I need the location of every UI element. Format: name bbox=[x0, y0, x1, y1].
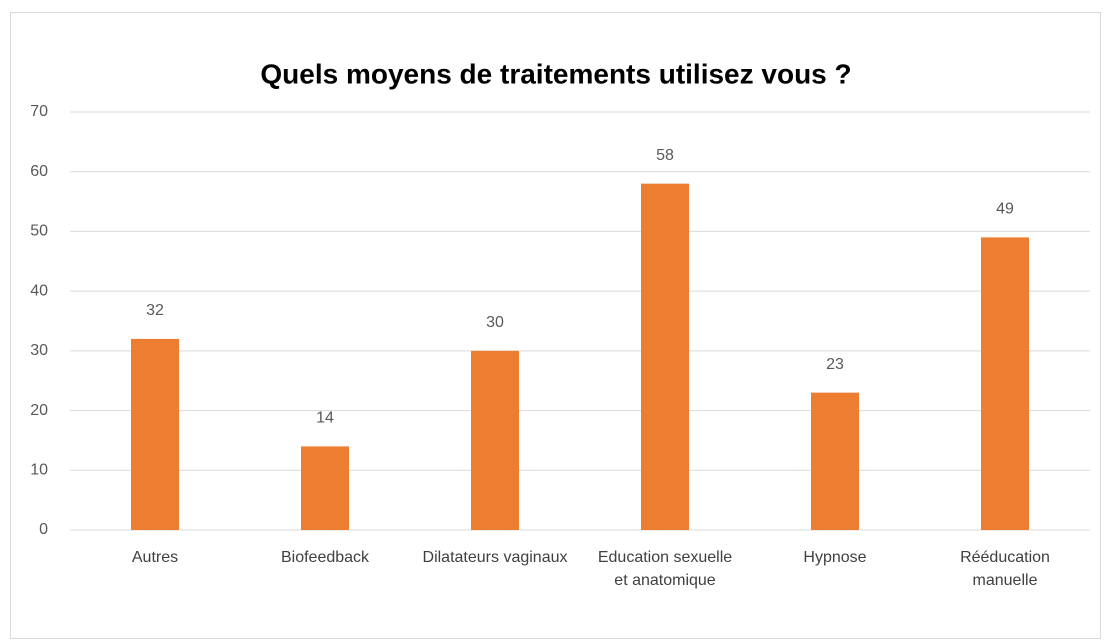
data-label: 30 bbox=[486, 314, 504, 331]
bar bbox=[131, 338, 179, 530]
y-tick-label: 50 bbox=[30, 223, 48, 240]
x-tick-label: Autres bbox=[131, 549, 179, 566]
data-label: 23 bbox=[826, 356, 844, 373]
x-tick-label: Biofeedback bbox=[280, 549, 370, 566]
x-tick-label: Education sexuelle et anatomique bbox=[597, 549, 733, 589]
bar bbox=[981, 237, 1029, 530]
data-label: 14 bbox=[316, 410, 334, 427]
data-label: 49 bbox=[996, 201, 1014, 218]
x-tick-label: Rééducation manuelle bbox=[960, 549, 1050, 589]
data-label: 32 bbox=[146, 302, 164, 319]
bar bbox=[471, 350, 519, 530]
x-tick-label: Dilatateurs vaginaux bbox=[422, 549, 568, 566]
x-tick-label: Hypnose bbox=[803, 549, 867, 566]
y-tick-label: 10 bbox=[30, 462, 48, 479]
y-tick-label: 0 bbox=[39, 521, 48, 538]
y-tick-label: 60 bbox=[30, 163, 48, 180]
bar bbox=[641, 183, 689, 530]
chart-title: Quels moyens de traitements utilisez vou… bbox=[260, 58, 851, 89]
y-tick-label: 40 bbox=[30, 282, 48, 299]
y-tick-label: 70 bbox=[30, 103, 48, 120]
bar bbox=[811, 392, 859, 530]
y-tick-label: 20 bbox=[30, 402, 48, 419]
chart-border bbox=[10, 12, 1101, 639]
bar bbox=[301, 446, 349, 530]
y-tick-label: 30 bbox=[30, 342, 48, 359]
data-label: 58 bbox=[656, 147, 674, 164]
